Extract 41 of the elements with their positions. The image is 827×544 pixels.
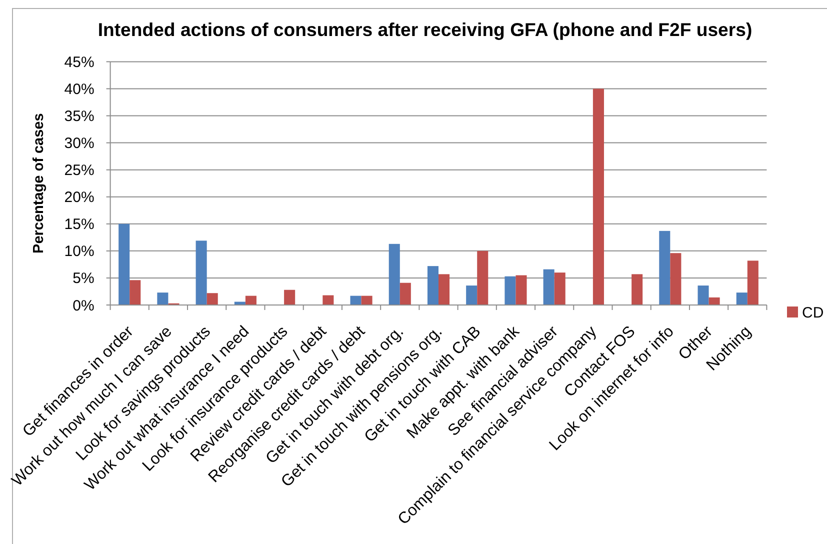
y-tick-label: 5% [72,270,94,288]
bar [322,295,334,305]
y-tick-label: 45% [64,54,94,71]
bar [206,293,218,305]
bar [554,272,566,305]
bar [130,280,141,305]
y-tick-label: 0% [72,297,94,314]
bar [118,224,130,305]
bar [157,292,168,305]
bar [438,274,450,305]
y-tick-label: 20% [64,189,94,206]
y-tick-label: 30% [64,135,94,152]
y-tick-label: 15% [64,216,94,234]
bar [747,260,758,305]
bar [284,290,296,305]
bar [245,296,256,305]
bar [659,230,670,305]
bar [504,276,516,305]
chart-title: Intended actions of consumers after receiving GFA (phone and F2F users) [98,19,752,40]
bar [698,286,709,305]
bar [400,282,411,305]
y-axis-title: Percentage of cases [31,113,48,254]
bar [361,296,372,305]
legend-label: CD [802,304,824,322]
bar [516,275,527,305]
y-tick-label: 35% [64,108,94,126]
bar [477,250,488,305]
y-tick-label: 40% [64,80,94,98]
bar [708,297,720,305]
bar [592,88,604,305]
bar [466,286,478,305]
y-tick-label: 25% [64,162,94,180]
bar [350,296,362,305]
bar [388,244,400,305]
y-tick-label: 10% [64,243,94,260]
bar [196,240,207,305]
bar [632,274,643,305]
bar [543,269,554,305]
bar [670,253,682,305]
bar [736,292,748,305]
bar [427,266,438,305]
